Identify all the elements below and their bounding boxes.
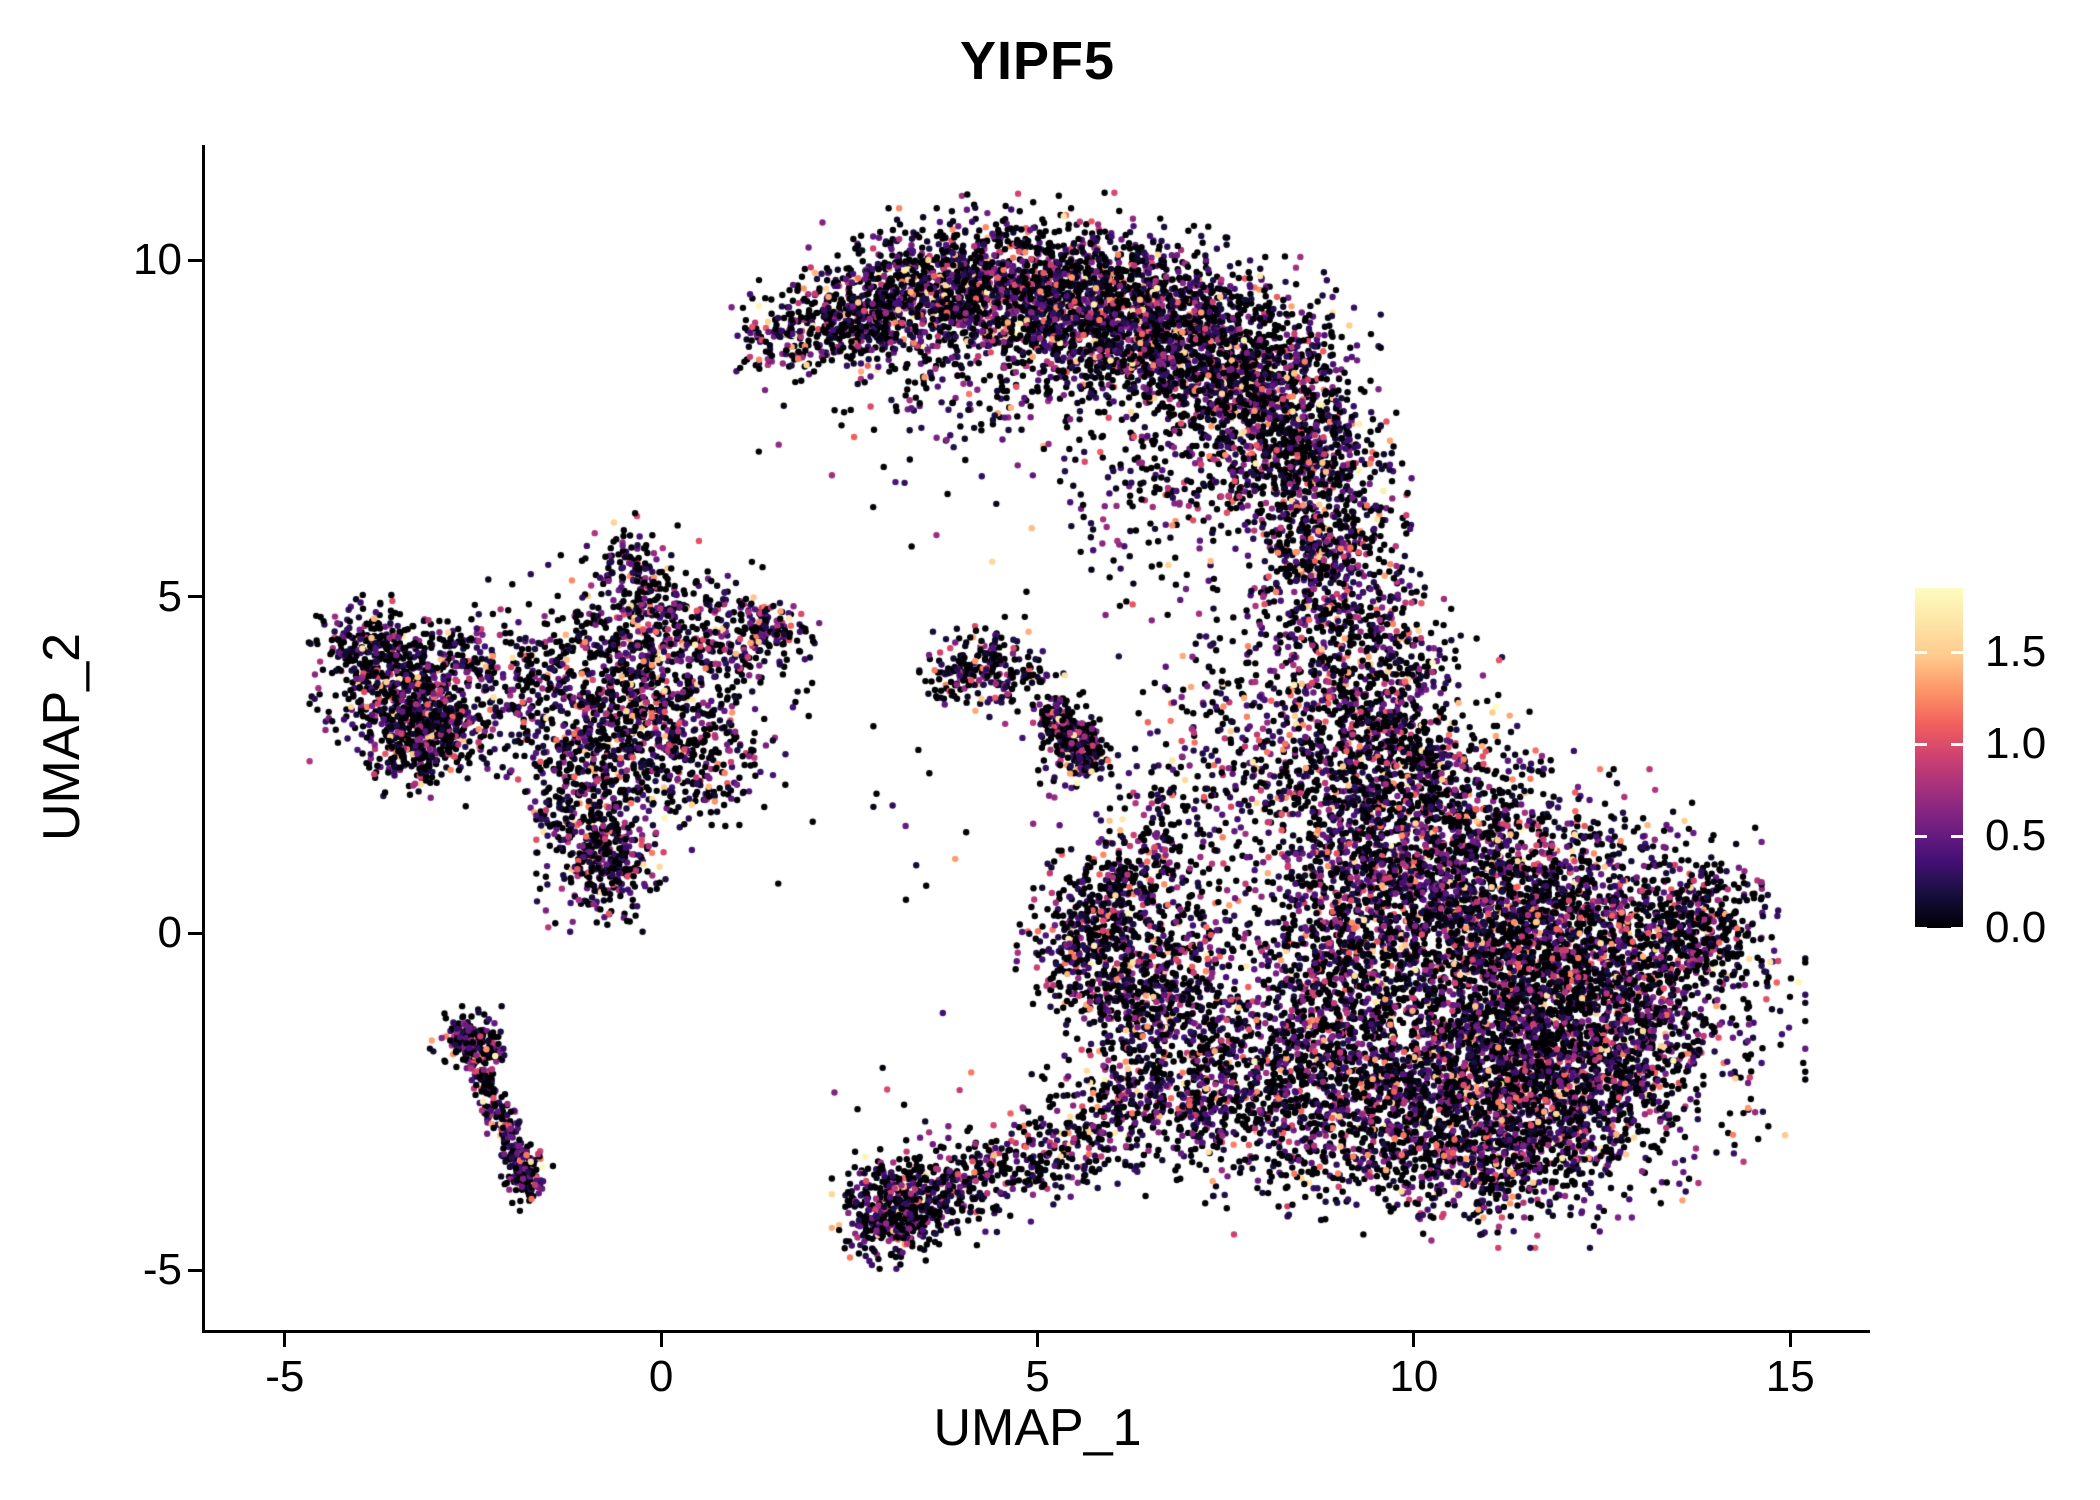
legend-gradient-bar (1915, 588, 1963, 928)
y-axis-label: UMAP_2 (33, 632, 91, 842)
y-tick-label: 0 (157, 908, 182, 958)
legend-tick-mark (1951, 926, 1963, 928)
x-tick-label: 5 (1025, 1352, 1050, 1401)
legend-tick-mark (1915, 742, 1927, 746)
x-axis-line (202, 1330, 1870, 1333)
legend-tick-mark (1915, 650, 1927, 654)
y-tick-mark (188, 931, 202, 935)
x-tick-label: -5 (265, 1352, 305, 1401)
x-tick-mark (283, 1333, 287, 1347)
y-tick-label: 5 (157, 571, 182, 621)
x-tick-label: 15 (1765, 1352, 1815, 1401)
x-tick-label: 0 (648, 1352, 674, 1401)
legend-tick-label: 1.0 (1985, 719, 2047, 769)
x-axis-label: UMAP_1 (933, 1399, 1142, 1457)
x-tick-label: 10 (1389, 1352, 1439, 1401)
x-tick-mark (659, 1333, 663, 1347)
x-tick-mark (1412, 1333, 1416, 1347)
legend-tick-mark (1915, 834, 1927, 838)
y-tick-label: 10 (133, 235, 182, 285)
scatter-canvas (205, 145, 1870, 1330)
legend-tick-mark (1951, 834, 1963, 838)
legend-tick-mark (1951, 650, 1963, 654)
y-tick-label: -5 (142, 1245, 182, 1295)
y-tick-mark (188, 595, 202, 599)
legend-tick-mark (1915, 926, 1927, 928)
y-axis-line (202, 145, 205, 1333)
plot-title: YIPF5 (959, 31, 1116, 91)
y-tick-mark (188, 1268, 202, 1272)
legend-tick-mark (1951, 742, 1963, 746)
legend-tick-label: 0.0 (1985, 903, 2047, 952)
x-tick-mark (1788, 1333, 1792, 1347)
y-tick-mark (188, 258, 202, 262)
legend-tick-label: 1.5 (1985, 627, 2047, 677)
x-tick-mark (1036, 1333, 1039, 1347)
legend-tick-label: 0.5 (1985, 811, 2047, 861)
